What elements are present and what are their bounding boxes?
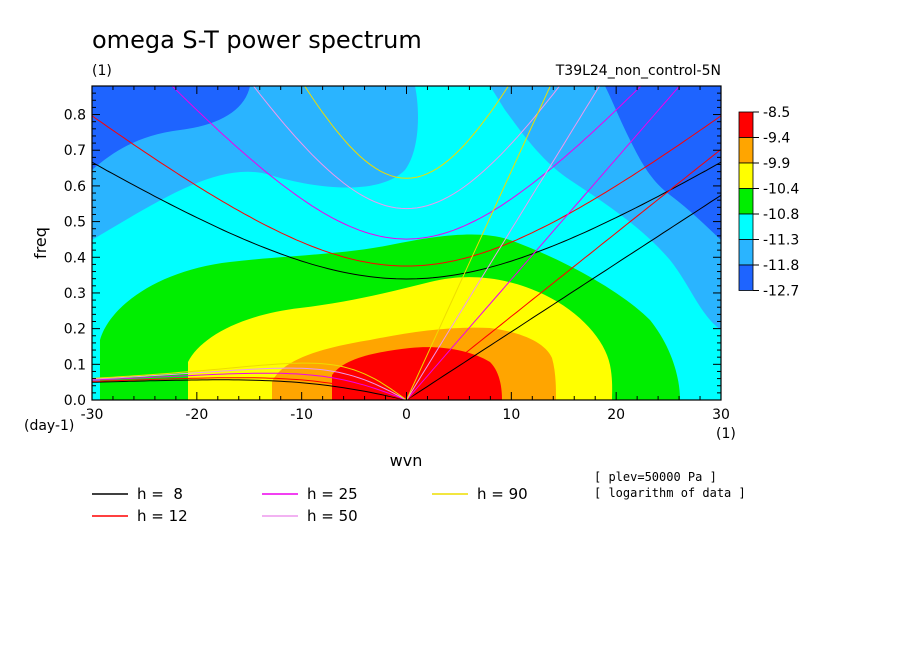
- colorbar-swatch: [738, 162, 754, 189]
- kelvin-curve-h8: [406, 194, 721, 400]
- y-tick-label: 0.7: [64, 143, 86, 159]
- x-axis-label: wvn: [390, 451, 423, 470]
- colorbar-swatch: [738, 137, 754, 164]
- kelvin-curve-h50: [406, 86, 601, 400]
- legend-label-h25: h = 25: [307, 485, 358, 503]
- colorbar-label: -9.9: [763, 156, 790, 172]
- contour-darkblue-upper-left: [92, 86, 250, 170]
- y-tick-label: 0.4: [64, 250, 86, 266]
- note-logarithm: [ logarithm of data ]: [594, 486, 746, 500]
- gravity-curve-h50: [252, 86, 561, 210]
- x-axis-ticks: -30 -20 -10 0 10 20 30: [81, 86, 730, 423]
- colorbar-swatch: [738, 188, 754, 215]
- colorbar-label: -11.3: [763, 233, 799, 249]
- dispersion-curves: [92, 86, 721, 400]
- y-tick-label: 0.0: [64, 393, 86, 409]
- units-label: (1): [92, 63, 112, 79]
- legend-label-h12: h = 12: [137, 507, 188, 525]
- y-tick-label: 0.3: [64, 286, 86, 302]
- contour-fill: [92, 86, 721, 400]
- x-tick-label: -20: [185, 407, 208, 423]
- x-tick-label: -30: [81, 407, 104, 423]
- rossby-curve-h50: [92, 367, 407, 400]
- gravity-curve-h12: [92, 115, 721, 267]
- y-tick-label: 0.2: [64, 322, 86, 338]
- legend: h = 8 h = 12 h = 25 h = 50 h = 90: [92, 485, 528, 525]
- colorbar-label: -8.5: [763, 105, 790, 121]
- colorbar-label: -10.8: [763, 207, 799, 223]
- colorbar-swatch: [738, 111, 754, 138]
- kelvin-curve-h90: [406, 86, 551, 400]
- gravity-curve-h8: [92, 161, 721, 280]
- y-tick-label: 0.5: [64, 215, 86, 231]
- chart-title: omega S-T power spectrum: [92, 26, 422, 54]
- y-units-label: (day-1): [24, 418, 74, 434]
- legend-label-h90: h = 90: [477, 485, 528, 503]
- rossby-curve-h8: [92, 379, 407, 400]
- x-tick-label: 0: [402, 407, 411, 423]
- note-plev: [ plev=50000 Pa ]: [594, 470, 717, 484]
- rossby-curve-h25: [92, 372, 407, 400]
- gravity-curve-h25: [171, 86, 642, 240]
- y-tick-label: 0.8: [64, 108, 86, 124]
- rossby-curve-h12: [92, 377, 407, 400]
- rossby-curve-h90: [92, 362, 407, 400]
- colorbar-swatch: [738, 213, 754, 240]
- x-tick-label: 20: [607, 407, 625, 423]
- colorbar-swatch: [738, 264, 754, 291]
- colorbar-label: -9.4: [763, 131, 790, 147]
- contour-darkblue-upper-right: [605, 86, 721, 240]
- colorbar-swatch: [738, 239, 754, 266]
- y-tick-label: 0.1: [64, 357, 86, 373]
- colorbar-label: -11.8: [763, 258, 799, 274]
- kelvin-curve-h12: [406, 148, 721, 400]
- y-tick-label: 0.6: [64, 179, 86, 195]
- colorbar: -8.5 -9.4 -9.9 -10.4 -10.8 -11.3 -11.8 -12.7: [738, 105, 799, 300]
- gravity-curve-h90: [304, 86, 509, 179]
- contour-red: [332, 347, 502, 400]
- legend-label-h50: h = 50: [307, 507, 358, 525]
- colorbar-label: -12.7: [763, 284, 799, 300]
- x-units-label: (1): [716, 426, 736, 442]
- x-tick-label: 10: [502, 407, 520, 423]
- x-tick-label: -10: [290, 407, 313, 423]
- y-axis-ticks: 0.0 0.1 0.2 0.3 0.4 0.5 0.6 0.7 0.8: [64, 92, 721, 409]
- y-axis-label: freq: [31, 227, 50, 259]
- run-label: T39L24_non_control-5N: [555, 63, 721, 79]
- legend-label-h8: h = 8: [137, 485, 183, 503]
- x-tick-label: 30: [712, 407, 730, 423]
- colorbar-label: -10.4: [763, 182, 799, 198]
- kelvin-curve-h25: [406, 86, 681, 400]
